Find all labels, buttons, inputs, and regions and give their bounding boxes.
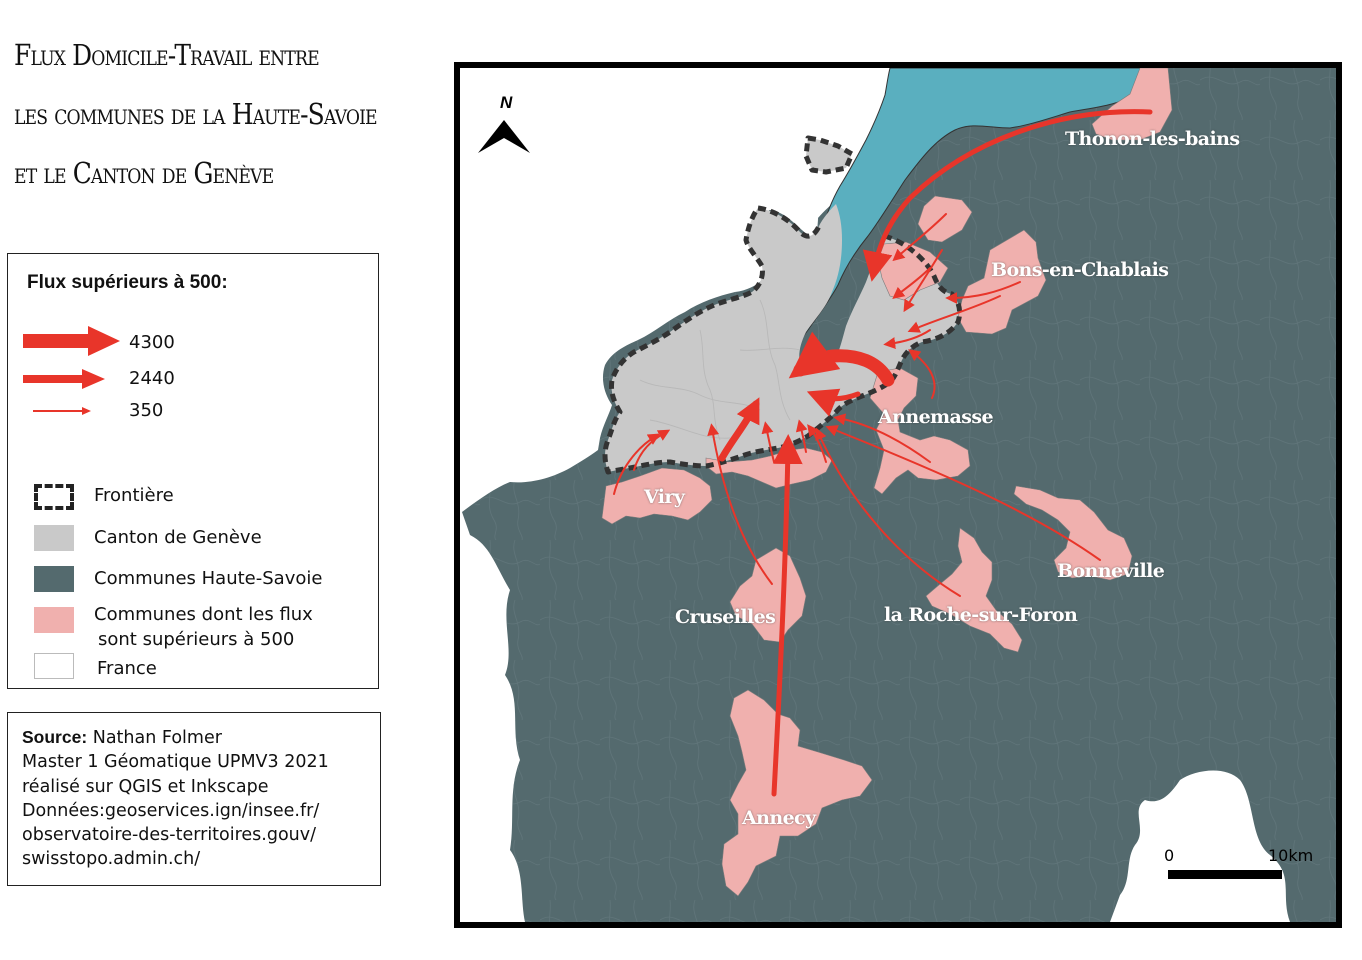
map-canvas [460,68,1336,922]
lake-geneva [793,68,1166,359]
communes-flux [601,68,1173,897]
commune-chablais-north [917,195,973,243]
flow-annecy [771,434,803,797]
map-title: Flux Domicile-Travail entre les communes… [14,26,384,203]
communes-hs-swatch [34,566,74,592]
title-line-2: les communes de la Haute-Savoie [14,97,378,131]
title-line-3: et le Canton de Genève [14,156,274,190]
flow-annemasse-b [806,388,861,417]
flow-chablais-1 [892,213,947,262]
legend-communes-hs: Communes Haute-Savoie [94,568,323,589]
flow-arrow-4300-icon [23,326,120,356]
label-bonneville: Bonneville [1057,560,1165,582]
legend-flow-2440: 2440 [129,368,175,389]
frontiere-border [602,135,963,475]
flow-chablais-4 [883,329,931,350]
scale-start-label: 0 [1164,846,1175,865]
flow-arrows [613,109,1153,797]
commune-annecy [721,689,873,897]
map-frame: N 0 10km Thonon-les-bains Bons-en-Chabla… [454,62,1342,928]
haute-savoie-grain [462,68,1336,922]
commune-viry [601,467,713,525]
flow-cruseilles [707,423,773,585]
commune-thonon [1091,68,1173,141]
source-line-6: swisstopo.admin.ch/ [22,849,201,870]
flow-chablais-5 [908,349,936,399]
label-cruseilles: Cruseilles [675,606,776,628]
flow-bons-1 [945,281,1021,304]
north-arrow-icon [478,120,530,153]
source-box: Source: Nathan Folmer Master 1 Géomatiqu… [7,712,381,886]
legend-flow-350: 350 [129,400,164,421]
france-swatch [34,653,74,679]
label-la-roche: la Roche-sur-Foron [884,604,1078,626]
title-line-1: Flux Domicile-Travail entre [14,38,320,72]
flow-la-roche [815,427,961,597]
flow-bonneville [825,425,1101,561]
flow-local-2 [795,419,808,453]
legend-communes-flux-2: sont supérieurs à 500 [98,629,295,650]
flow-arrow-350-icon [33,407,91,415]
label-annemasse: Annemasse [878,406,994,428]
flow-local-1 [761,421,775,463]
legend-box: Flux supérieurs à 500: 4300 2440 350 Fro… [7,253,379,689]
flow-saint-julien [718,397,760,462]
flow-annemasse [788,331,895,387]
flow-bons-2 [907,295,1001,333]
scale-bar-icon [1168,870,1282,879]
source-label: Source: [22,727,88,747]
label-thonon: Thonon-les-bains [1065,128,1240,150]
flow-chablais-3 [903,249,943,313]
scale-end-label: 10km [1268,846,1314,865]
flow-arrow-2440-icon [23,369,105,389]
commune-la-roche [925,527,1023,653]
label-annecy: Annecy [742,807,816,829]
legend-france: France [97,658,157,679]
flow-thonon [862,109,1153,282]
flow-viry-1 [613,433,661,495]
legend-title: Flux supérieurs à 500: [27,272,228,293]
flow-annemasse-south [833,413,931,463]
commune-bons [957,229,1047,335]
flow-viry-2 [633,429,671,471]
flow-local-3 [807,424,827,463]
frontiere-swatch [34,484,74,510]
label-bons: Bons-en-Chablais [991,259,1169,281]
flow-arrows-legend [23,326,120,415]
source-line-3: réalisé sur QGIS et Inkscape [22,776,269,797]
source-line-4: Données:geoservices.ign/insee.fr/ [22,800,320,821]
canton-geneve [806,138,852,172]
legend-flow-4300: 4300 [129,332,175,353]
communes-flux-swatch [34,607,74,633]
north-label: N [500,93,513,112]
source-author: Nathan Folmer [92,728,222,748]
legend-communes-flux-1: Communes dont les flux [94,604,313,625]
source-line-2: Master 1 Géomatique UPMV3 2021 [22,752,329,773]
label-viry: Viry [644,486,685,508]
legend-frontiere: Frontière [94,485,174,506]
legend-canton: Canton de Genève [94,527,262,548]
canton-swatch [34,525,74,551]
commune-bonneville [1013,485,1133,581]
flow-chablais-2 [892,267,931,299]
source-line-5: observatoire-des-territoires.gouv/ [22,825,317,846]
